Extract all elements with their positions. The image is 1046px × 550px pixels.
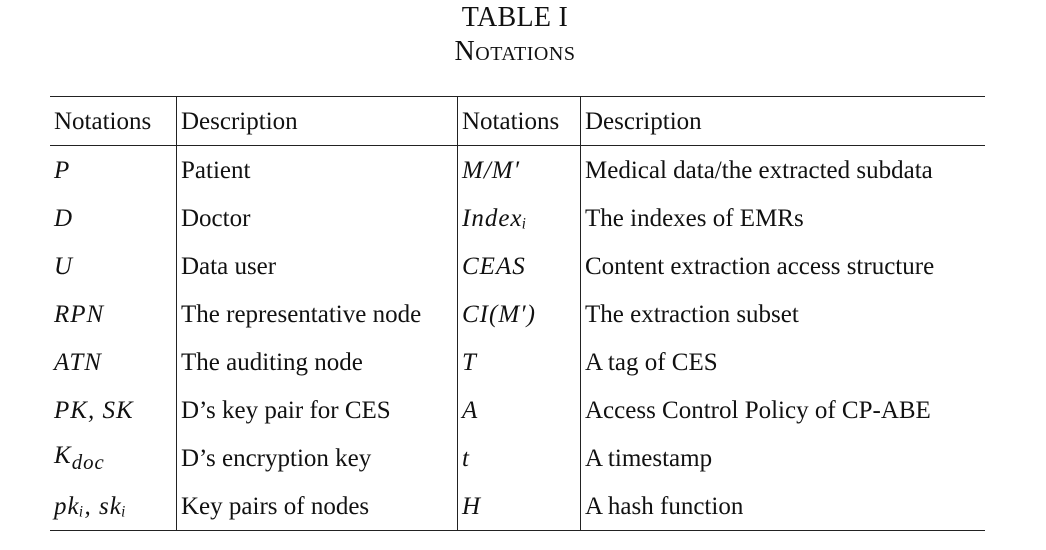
description-cell: Patient <box>176 145 458 194</box>
table-title: Notations <box>454 36 576 67</box>
table-row: Kdoc D’s encryption key t A timestamp <box>50 434 985 482</box>
description-cell: A tag of CES <box>585 348 718 376</box>
table-row: P Patient M/M′ Medical data/the extracted s… <box>50 145 985 194</box>
table-row: ATN The auditing node T A tag of CES <box>50 338 985 386</box>
description-cell: Access Control Policy of CP-ABE <box>585 396 931 424</box>
description-cell: Content extraction access structure <box>585 252 935 280</box>
notation-cell: ATN <box>50 338 177 386</box>
description-cell: D’s key pair for CES <box>176 386 458 434</box>
description-cell: D’s encryption key <box>176 434 458 482</box>
description-cell: Key pairs of nodes <box>176 482 458 531</box>
description-cell: Doctor <box>176 194 458 242</box>
notation-cell: D <box>50 194 177 242</box>
table-row: pkᵢ, skᵢ Key pairs of nodes H A hash functi… <box>50 482 985 531</box>
description-cell: Medical data/the extracted subdata <box>585 156 933 184</box>
notation-cell: t <box>457 434 581 482</box>
notation-cell: pkᵢ, skᵢ <box>50 482 177 531</box>
table-row: U Data user CEAS Content extraction access … <box>50 242 985 290</box>
notation-cell: H <box>457 482 581 531</box>
notation-cell: PK, SK <box>50 386 177 434</box>
table-row: PK, SK D’s key pair for CES A Access Contro… <box>50 386 985 434</box>
description-cell: The extraction subset <box>585 300 799 328</box>
notation-cell: Kdoc <box>50 434 177 482</box>
table-row: RPN The representative node CI(M′) The extr… <box>50 290 985 338</box>
table-number: TABLE I <box>461 2 569 33</box>
description-cell: A hash function <box>580 482 985 531</box>
description-cell: The representative node <box>176 290 458 338</box>
header-notations-2: Notations <box>457 96 581 146</box>
table-row: D Doctor Indexᵢ The indexes of EMRs <box>50 194 985 242</box>
notation-cell: U <box>50 242 177 290</box>
notation-cell: CEAS <box>457 242 581 290</box>
notation-cell: CI(M′) <box>457 290 581 338</box>
notation-cell: Indexᵢ <box>457 194 581 242</box>
notation-cell: A <box>457 386 581 434</box>
description-cell: A timestamp <box>585 444 713 472</box>
table-header-row: Notations Description Notations Descript… <box>50 96 985 146</box>
notation-cell: M/M′ <box>457 145 581 194</box>
notation-cell: T <box>457 338 581 386</box>
description-cell: Data user <box>176 242 458 290</box>
description-cell: The auditing node <box>176 338 458 386</box>
header-notations-1: Notations <box>50 96 177 146</box>
description-cell: The indexes of EMRs <box>585 204 804 232</box>
notations-table: Notations Description Notations Descript… <box>50 96 985 531</box>
notation-cell: P <box>50 145 177 194</box>
table-body: P Patient M/M′ Medical data/the extracted s… <box>50 145 985 531</box>
header-description-2: Description <box>580 96 985 146</box>
notation-cell: RPN <box>50 290 177 338</box>
header-description-1: Description <box>176 96 458 146</box>
